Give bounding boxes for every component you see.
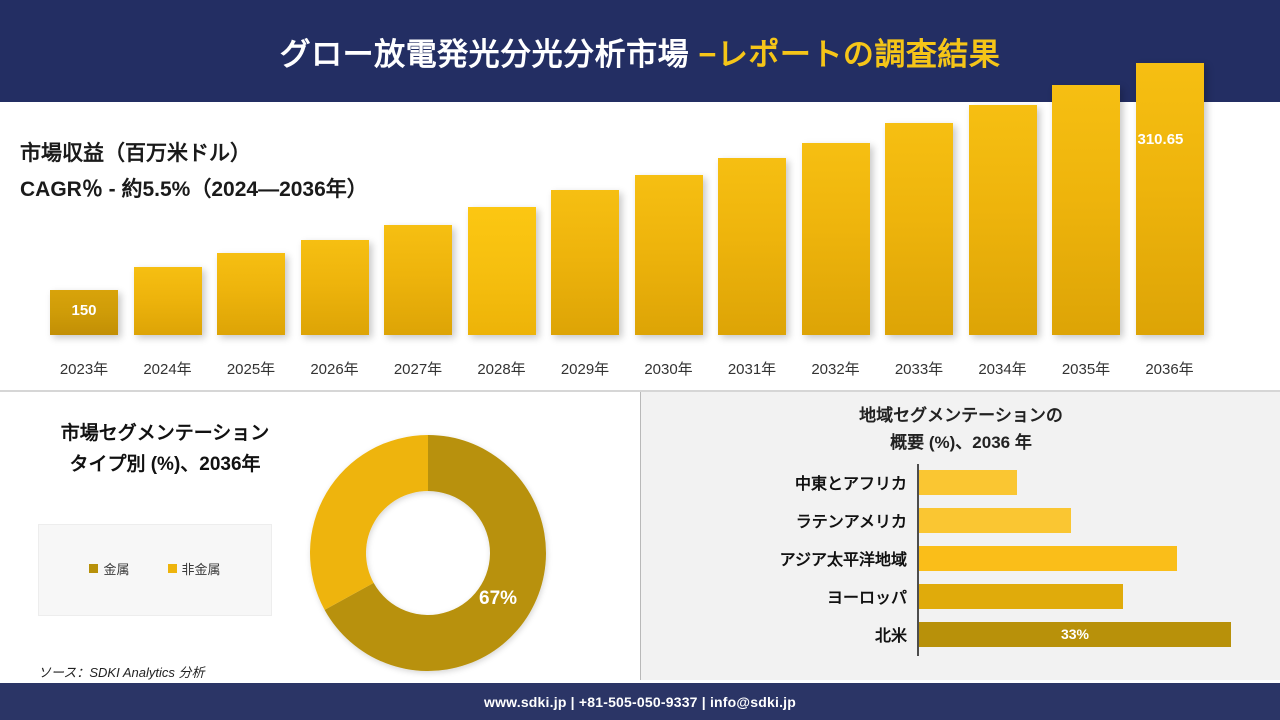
revenue-bar xyxy=(718,158,786,335)
revenue-bar-category-label: 2025年 xyxy=(226,361,276,378)
type-segmentation-title-line2: タイプ別 (%)、2036年 xyxy=(69,454,261,475)
footer-bar: www.sdki.jp | +81-505-050-9337 | info@sd… xyxy=(0,683,1280,720)
revenue-bar: 310.65 xyxy=(1135,63,1204,335)
region-bar xyxy=(919,546,1177,571)
page-title-accent: −レポートの調査結果 xyxy=(698,36,1001,72)
revenue-bar-category-label: 2026年 xyxy=(310,361,359,378)
region-bar xyxy=(919,508,1071,533)
type-legend-label: 金属 xyxy=(103,562,130,577)
region-bar-label: ラテンアメリカ xyxy=(795,514,907,531)
region-bar-label: 中東とアフリカ xyxy=(794,476,907,493)
revenue-bar xyxy=(300,240,369,335)
revenue-bar-category-label: 2033年 xyxy=(894,361,944,378)
legend-swatch-icon xyxy=(89,564,99,573)
region-bar xyxy=(919,584,1123,609)
revenue-bar-category-label: 2031年 xyxy=(727,361,777,378)
revenue-bar-category-label: 2030年 xyxy=(644,361,693,378)
region-segmentation-title: 地域セグメンテーションの 概要 (%)、2036 年 xyxy=(641,402,1280,456)
revenue-bar-value: 310.65 xyxy=(1137,131,1184,148)
region-bar-label: 北米 xyxy=(874,628,907,645)
region-bar: 33% xyxy=(919,622,1231,647)
revenue-bar xyxy=(551,190,619,335)
revenue-bars-container: 150 2023年 2024年 2025年 2026年 2027年 2028年 2029年 20… xyxy=(40,63,1240,390)
footer-contact-text: www.sdki.jp | +81-505-050-9337 | info@sd… xyxy=(483,693,797,710)
region-bar-label: アジア太平洋地域 xyxy=(779,552,907,569)
region-bar-value: 33% xyxy=(1060,626,1090,642)
revenue-bar xyxy=(467,207,536,335)
revenue-bar xyxy=(217,253,285,335)
revenue-bar xyxy=(801,143,870,335)
donut-value-label: 67% xyxy=(479,588,518,609)
revenue-bar xyxy=(885,123,953,335)
region-bar-row: ヨーロッパ xyxy=(641,578,1280,616)
revenue-bar xyxy=(968,105,1037,335)
type-segmentation-title: 市場セグメンテーション タイプ別 (%)、2036年 xyxy=(20,418,310,480)
region-bar-label: ヨーロッパ xyxy=(826,590,907,607)
source-note: ソース：SDKI Analytics 分析 xyxy=(38,665,205,680)
revenue-bar xyxy=(133,267,202,335)
revenue-bar-category-label: 2029年 xyxy=(560,361,610,378)
region-bar-row: アジア太平洋地域 xyxy=(641,540,1280,578)
region-bar-row: 中東とアフリカ xyxy=(641,464,1280,502)
revenue-bar xyxy=(384,225,452,335)
revenue-bar-category-label: 2023年 xyxy=(59,361,109,378)
page-title: グロー放電発光分光分析市場 −レポートの調査結果 xyxy=(280,29,1001,74)
revenue-bar: 150 xyxy=(50,290,118,335)
region-segmentation-title-line2: 概要 (%)、2036 年 xyxy=(890,433,1032,452)
page-title-main: グロー放電発光分光分析市場 xyxy=(279,36,699,72)
revenue-bar-category-label: 2032年 xyxy=(811,361,860,378)
revenue-bar-category-label: 2035年 xyxy=(1061,361,1111,378)
donut-slice[interactable] xyxy=(310,435,428,610)
region-bar-row: 北米 33% xyxy=(641,616,1280,654)
legend-swatch-icon xyxy=(167,564,177,573)
region-segmentation-title-line1: 地域セグメンテーションの xyxy=(859,406,1063,425)
mid-divider xyxy=(0,390,1280,392)
revenue-subtitle-line1: 市場収益（百万米ドル） xyxy=(20,142,251,165)
revenue-bar-category-label: 2027年 xyxy=(393,361,443,378)
header-banner: グロー放電発光分光分析市場 −レポートの調査結果 xyxy=(0,0,1280,102)
type-legend-item[interactable]: 非金属 xyxy=(167,559,221,578)
type-donut-chart: 67% xyxy=(303,428,553,678)
region-axis-line xyxy=(917,464,919,656)
type-legend: 金属 非金属 xyxy=(38,524,272,616)
revenue-bar-category-label: 2024年 xyxy=(143,361,192,378)
revenue-bar-value: 150 xyxy=(71,302,97,319)
region-bars-container: 中東とアフリカ ラテンアメリカアジア太平洋地域ヨーロッパ北米 33% xyxy=(641,464,1280,659)
revenue-chart-panel: 市場収益（百万米ドル） CAGR％ - 約5.5%（2024―2036年） 15… xyxy=(0,63,1280,390)
donut-slice[interactable] xyxy=(324,435,546,671)
type-segmentation-title-line1: 市場セグメンテーション xyxy=(60,423,270,444)
revenue-subtitle-line2: CAGR％ - 約5.5%（2024―2036年） xyxy=(20,178,368,201)
type-legend-row: 金属 非金属 xyxy=(39,559,271,578)
type-legend-label: 非金属 xyxy=(181,562,221,577)
region-bar xyxy=(919,470,1017,495)
type-legend-item[interactable]: 金属 xyxy=(89,559,130,578)
revenue-bar xyxy=(634,175,703,335)
revenue-bar-category-label: 2028年 xyxy=(477,361,526,378)
region-bar-row: ラテンアメリカ xyxy=(641,502,1280,540)
revenue-bar xyxy=(1052,85,1120,335)
revenue-bar-category-label: 2036年 xyxy=(1145,361,1194,378)
header-divider xyxy=(0,102,1280,105)
donut-svg xyxy=(310,435,546,671)
revenue-bar-category-label: 2034年 xyxy=(978,361,1027,378)
region-segmentation-panel: 地域セグメンテーションの 概要 (%)、2036 年 中東とアフリカ ラテンアメリ… xyxy=(640,392,1280,680)
